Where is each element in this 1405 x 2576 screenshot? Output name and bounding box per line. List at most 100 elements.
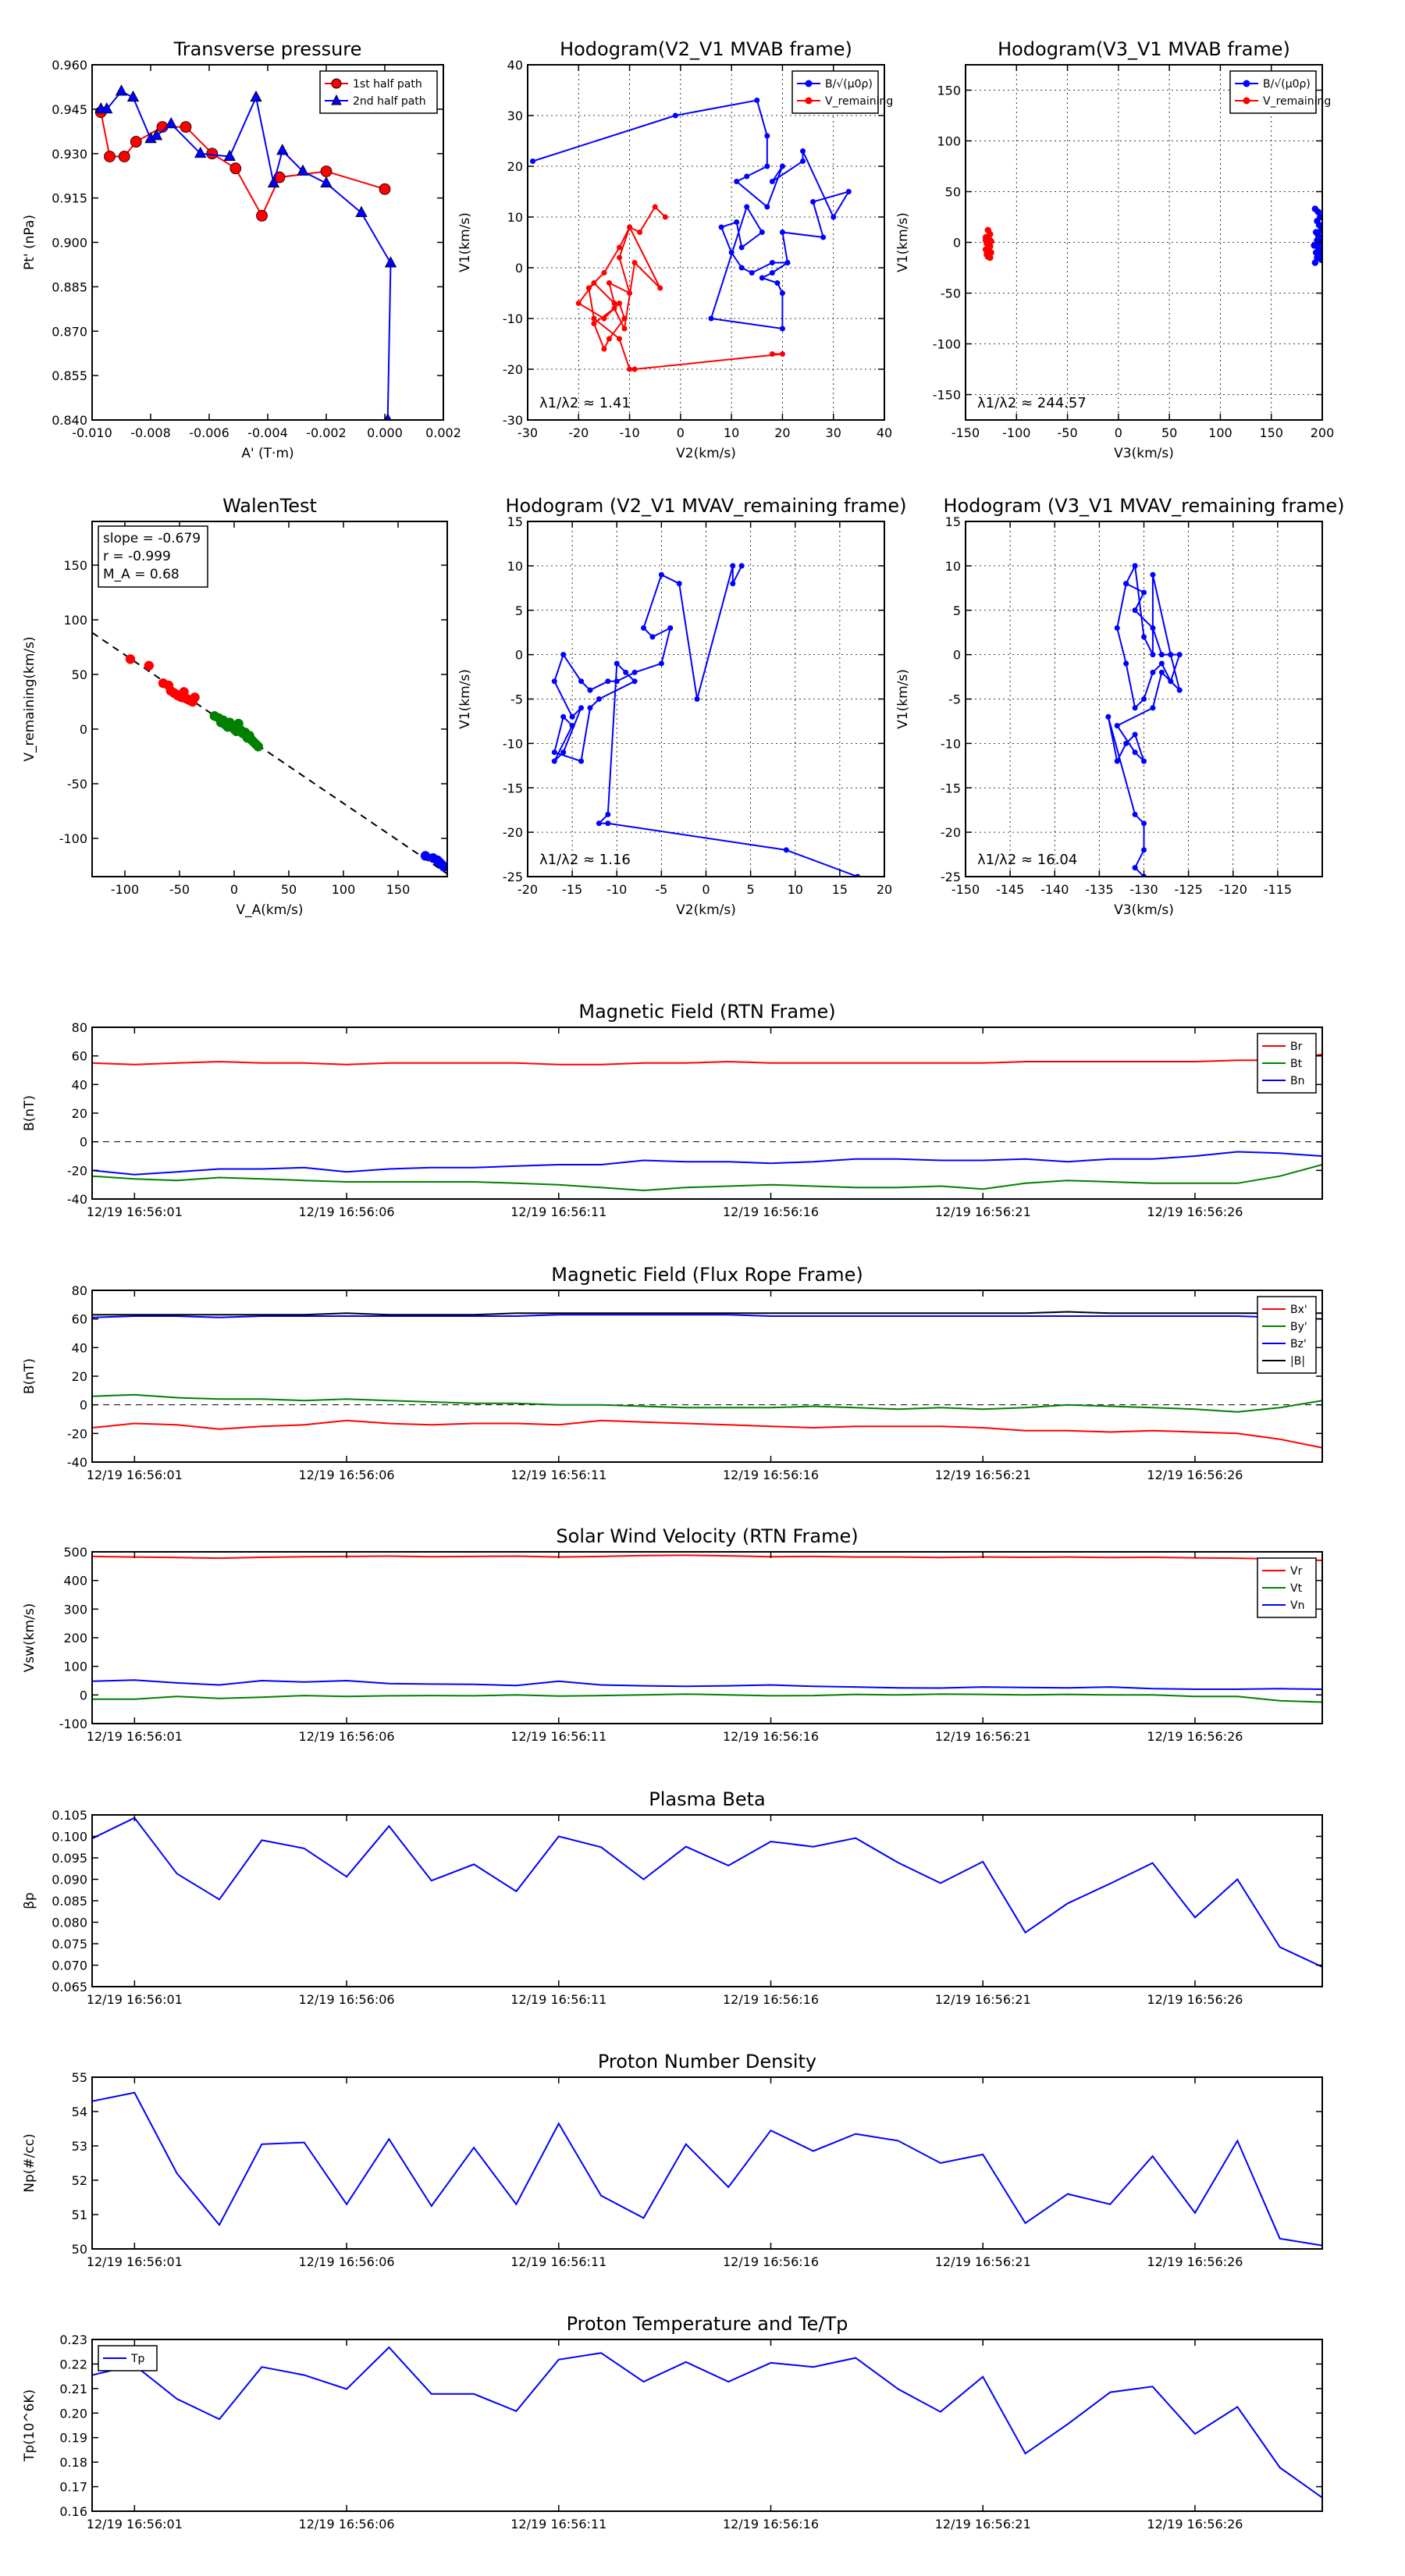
- x-tick-label: 12/19 16:56:11: [510, 1204, 606, 1219]
- legend: Bx' By' Bz' |B|: [1257, 1296, 1317, 1374]
- data-point: [575, 301, 582, 306]
- y-tick-label: 40: [72, 1077, 87, 1092]
- y-axis-label: Tp(10^6K): [22, 2389, 37, 2462]
- y-tick-label: 0.21: [59, 2382, 87, 2396]
- data-point: [831, 214, 837, 220]
- legend-frame: [319, 70, 438, 114]
- y-tick-label: -5: [948, 692, 961, 707]
- plot-area: [1105, 563, 1183, 877]
- x-tick-label: 12/19 16:56:26: [1147, 2517, 1243, 2532]
- y-tick-label: 0.930: [52, 147, 87, 162]
- y-tick-label: 150: [937, 84, 961, 98]
- x-tick-label: 30: [826, 425, 841, 440]
- data-point: [1158, 660, 1165, 667]
- eigenvalue-ratio-annotation: λ1/λ2 ≈ 1.41: [539, 395, 631, 411]
- data-point: [708, 315, 714, 322]
- chart-proton-temperature: 12/19 16:56:01 12/19 16:56:06 12/19 16:56:…: [22, 2313, 1323, 2532]
- y-tick-label: 0.085: [52, 1894, 87, 1909]
- data-point: [779, 229, 785, 235]
- y-tick-label: -25: [503, 870, 523, 884]
- x-tick-label: 0: [702, 882, 710, 897]
- y-tick-label: 50: [72, 667, 87, 682]
- data-point: [614, 678, 620, 685]
- x-tick-label: -15: [562, 882, 582, 897]
- chart-title: Solar Wind Velocity (RTN Frame): [556, 1525, 858, 1547]
- data-point: [104, 151, 116, 162]
- data-point: [578, 758, 585, 764]
- legend: Vr Vt Vn: [1257, 1557, 1317, 1618]
- data-point: [672, 112, 678, 119]
- data-point: [621, 326, 628, 332]
- data-point: [596, 820, 602, 827]
- y-tick-label: 0.080: [52, 1916, 87, 1930]
- x-tick-label: 12/19 16:56:06: [299, 1992, 395, 2007]
- chart-transverse-pressure: -0.010 -0.008 -0.006 -0.004 -0.002 0.000 0.002…: [22, 38, 461, 461]
- data-point: [774, 280, 781, 286]
- data-point: [730, 563, 736, 569]
- y-axis-label: Vsw(km/s): [22, 1603, 37, 1673]
- data-point: [253, 742, 264, 752]
- x-tick-label: 12/19 16:56:01: [87, 2254, 183, 2269]
- chart-magnetic-field-rtn: 12/19 16:56:01 12/19 16:56:06 12/19 16:56:…: [22, 1001, 1323, 1219]
- chart-hodogram-v3v1-mvav: -150 -145 -140 -135 -130 -125 -120 -115-25-20-1…: [895, 495, 1345, 918]
- data-point: [1114, 758, 1120, 764]
- y-tick-label: 15: [507, 514, 523, 529]
- x-axis-label: V3(km/s): [1114, 902, 1174, 918]
- data-point: [591, 280, 597, 286]
- y-tick-label: -20: [67, 1163, 87, 1178]
- y-axis-label: V1(km/s): [457, 212, 473, 272]
- data-point: [320, 176, 333, 188]
- chart-title: Plasma Beta: [649, 1788, 765, 1810]
- chart-proton-number-density: 12/19 16:56:01 12/19 16:56:06 12/19 16:56:…: [22, 2051, 1323, 2269]
- y-tick-label: 50: [72, 2242, 87, 2257]
- y-tick-label: 0.090: [52, 1873, 87, 1888]
- legend-marker: [805, 80, 813, 87]
- legend: Tp: [98, 2345, 158, 2371]
- y-tick-label: 0: [953, 236, 961, 251]
- legend-marker: [331, 78, 342, 89]
- data-point: [1105, 713, 1112, 720]
- data-point: [631, 669, 638, 675]
- x-tick-label: 10: [788, 882, 803, 897]
- x-tick-label: 12/19 16:56:06: [299, 1729, 395, 1744]
- series-line-Tp: [92, 2346, 1322, 2499]
- x-tick-label: 12/19 16:56:11: [510, 1729, 606, 1744]
- data-point: [605, 678, 611, 685]
- data-point: [569, 723, 575, 729]
- legend-label: 1st half path: [353, 78, 422, 91]
- x-tick-label: 12/19 16:56:16: [723, 1468, 819, 1482]
- data-point: [662, 214, 668, 220]
- chart-title: Proton Number Density: [598, 2051, 816, 2073]
- data-point: [605, 820, 611, 827]
- data-point: [560, 652, 567, 658]
- data-point: [754, 98, 760, 103]
- data-point: [783, 847, 789, 853]
- data-point: [530, 158, 536, 164]
- data-point: [606, 336, 612, 342]
- y-tick-label: 200: [63, 1631, 87, 1646]
- plot-area: [982, 205, 1322, 266]
- y-tick-label: -10: [503, 736, 523, 751]
- walen-stats-box: slope = -0.679 r = -0.999 M_A = 0.68: [98, 525, 208, 588]
- data-point: [1132, 705, 1138, 711]
- data-point: [439, 862, 447, 872]
- x-tick-label: 12/19 16:56:21: [935, 1204, 1031, 1219]
- x-tick-label: -50: [1058, 425, 1078, 440]
- data-point: [1158, 669, 1165, 675]
- y-tick-label: 54: [72, 2105, 87, 2119]
- y-tick-label: 0.840: [52, 413, 87, 428]
- data-point: [779, 351, 785, 357]
- x-tick-label: 12/19 16:56:16: [723, 1992, 819, 2007]
- data-point: [276, 144, 289, 155]
- plot-area: [92, 2091, 1322, 2247]
- data-point: [605, 811, 611, 817]
- data-point: [1141, 589, 1147, 596]
- x-tick-label: -5: [655, 882, 667, 897]
- legend-label: Vn: [1290, 1599, 1304, 1612]
- x-tick-label: 12/19 16:56:26: [1147, 1992, 1243, 2007]
- data-point: [180, 121, 192, 133]
- x-tick-label: 12/19 16:56:11: [510, 1992, 606, 2007]
- y-tick-label: 0.22: [59, 2357, 87, 2371]
- x-tick-label: 12/19 16:56:26: [1147, 1468, 1243, 1482]
- data-point: [1168, 652, 1174, 658]
